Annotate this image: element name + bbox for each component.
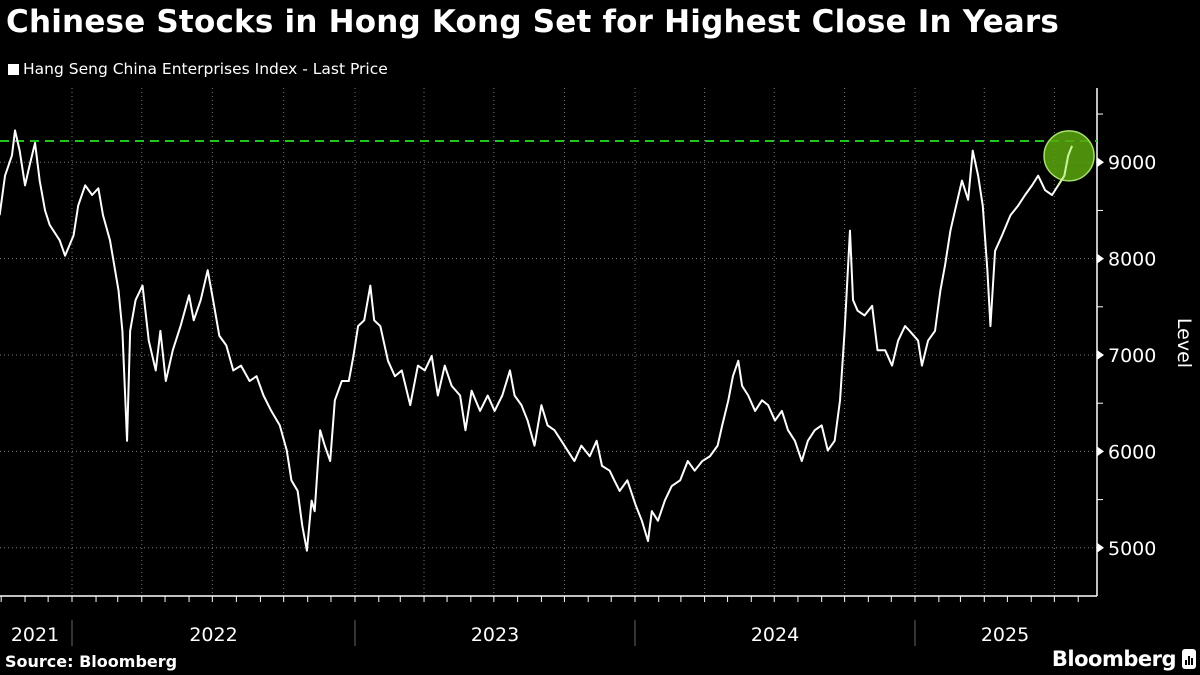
- bloomberg-chart-icon: [1182, 649, 1196, 669]
- gridlines: [0, 88, 1097, 596]
- y-tick-marker: [1097, 446, 1104, 457]
- highlighted-line-segment: [1057, 145, 1073, 186]
- legend-swatch: [8, 63, 19, 75]
- y-tick-marker: [1097, 542, 1104, 553]
- index-price-line: [0, 129, 1073, 552]
- y-tick-marker: [1097, 350, 1104, 361]
- x-tick-label: 2022: [189, 624, 237, 646]
- y-tick-label: 9000: [1108, 152, 1156, 174]
- x-tick-label: 2023: [471, 624, 519, 646]
- x-tick-label: 2021: [11, 624, 59, 646]
- source-note: Source: Bloomberg: [5, 652, 178, 671]
- y-tick-label: 6000: [1108, 441, 1156, 463]
- y-tick-label: 8000: [1108, 249, 1156, 271]
- chart-marks: [0, 129, 1097, 552]
- y-axis-label: Level: [1173, 318, 1195, 368]
- x-tick-label: 2024: [751, 624, 799, 646]
- y-tick-label: 5000: [1108, 538, 1156, 560]
- logo-text: Bloomberg: [1051, 647, 1177, 671]
- axes: 5000 6000 7000 8000 9000 2021 2022 2023 2024 2025: [0, 88, 1156, 646]
- legend: Hang Seng China Enterprises Index - Last…: [8, 60, 388, 78]
- y-tick-marker: [1097, 157, 1104, 168]
- legend-label: Hang Seng China Enterprises Index - Last…: [23, 60, 388, 78]
- chart-title: Chinese Stocks in Hong Kong Set for High…: [6, 4, 1060, 40]
- y-tick-marker: [1097, 253, 1104, 264]
- y-tick-label: 7000: [1108, 345, 1156, 367]
- bloomberg-logo: Bloomberg: [1052, 647, 1196, 671]
- x-tick-label: 2025: [981, 624, 1029, 646]
